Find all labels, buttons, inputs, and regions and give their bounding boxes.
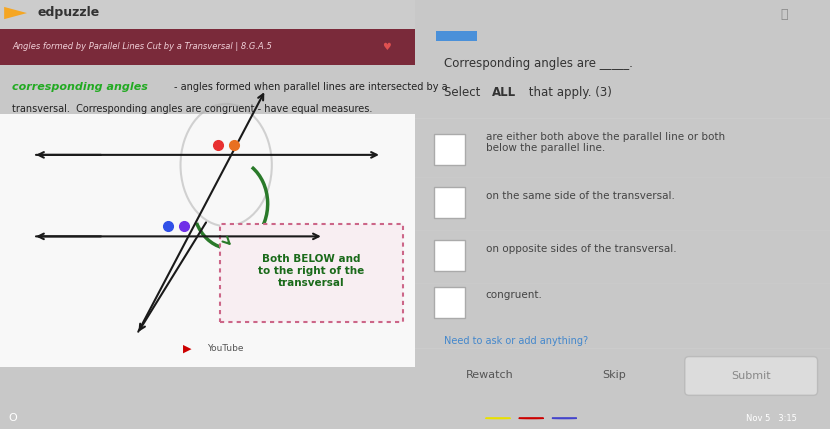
- Text: YouTube: YouTube: [208, 344, 244, 353]
- FancyBboxPatch shape: [0, 114, 415, 367]
- Text: ALL: ALL: [491, 85, 516, 99]
- Text: Both BELOW and
to the right of the
transversal: Both BELOW and to the right of the trans…: [258, 254, 364, 287]
- FancyBboxPatch shape: [220, 224, 403, 322]
- Text: - angles formed when parallel lines are intersected by a: - angles formed when parallel lines are …: [174, 82, 448, 91]
- Text: Skip: Skip: [603, 370, 626, 380]
- FancyBboxPatch shape: [0, 28, 415, 65]
- Text: congruent.: congruent.: [486, 290, 543, 300]
- Text: on opposite sides of the transversal.: on opposite sides of the transversal.: [486, 244, 676, 254]
- Circle shape: [486, 418, 510, 419]
- FancyBboxPatch shape: [434, 240, 465, 271]
- Text: Select: Select: [444, 85, 484, 99]
- Text: Corresponding angles are _____.: Corresponding angles are _____.: [444, 57, 633, 70]
- Text: on the same side of the transversal.: on the same side of the transversal.: [486, 190, 675, 201]
- Text: Need to ask or add anything?: Need to ask or add anything?: [444, 336, 588, 346]
- Text: edpuzzle: edpuzzle: [37, 6, 100, 19]
- Text: Nov 5   3:15: Nov 5 3:15: [746, 414, 798, 423]
- FancyBboxPatch shape: [0, 0, 415, 28]
- Text: ▶: ▶: [183, 344, 191, 353]
- Text: that apply. (3): that apply. (3): [525, 85, 612, 99]
- Text: transversal.  Corresponding angles are congruent - have equal measures.: transversal. Corresponding angles are co…: [12, 104, 373, 114]
- Text: are either both above the parallel line or both
below the parallel line.: are either both above the parallel line …: [486, 132, 725, 154]
- Text: Rewatch: Rewatch: [466, 370, 514, 380]
- Circle shape: [552, 418, 577, 419]
- FancyBboxPatch shape: [685, 356, 818, 396]
- FancyBboxPatch shape: [436, 30, 477, 41]
- Circle shape: [519, 418, 544, 419]
- Text: O: O: [8, 413, 17, 423]
- FancyBboxPatch shape: [434, 187, 465, 218]
- FancyBboxPatch shape: [434, 135, 465, 165]
- FancyBboxPatch shape: [434, 287, 465, 318]
- Text: Submit: Submit: [731, 371, 771, 381]
- Text: corresponding angles: corresponding angles: [12, 82, 149, 91]
- Text: Angles formed by Parallel Lines Cut by a Transversal | 8.G.A.5: Angles formed by Parallel Lines Cut by a…: [12, 42, 272, 51]
- Text: ⓘ: ⓘ: [780, 8, 788, 21]
- Text: ♥: ♥: [382, 42, 391, 52]
- Polygon shape: [4, 7, 27, 19]
